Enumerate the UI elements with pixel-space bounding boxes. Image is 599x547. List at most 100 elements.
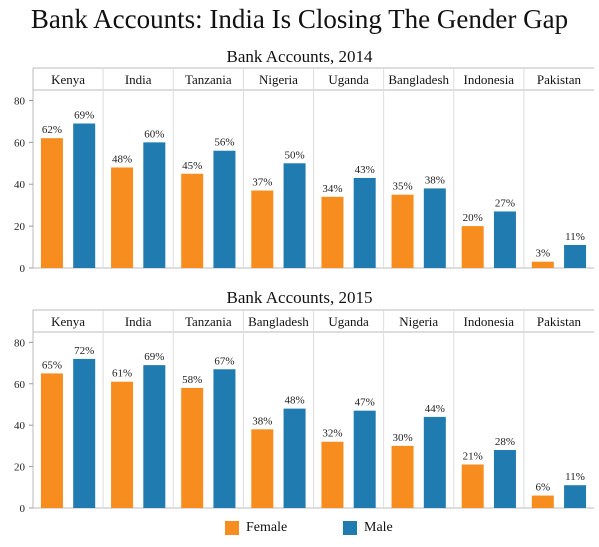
data-label: 27% — [495, 197, 515, 209]
bar-female — [321, 441, 344, 508]
data-label: 3% — [535, 248, 550, 260]
bar-female — [181, 387, 204, 508]
data-label: 43% — [355, 164, 375, 176]
category-label: Indonesia — [464, 314, 515, 329]
category-label: Bangladesh — [388, 72, 449, 87]
bar-male — [143, 365, 166, 508]
data-label: 34% — [322, 183, 342, 195]
legend-item-female: Female — [225, 520, 287, 536]
legend-label-female: Female — [246, 520, 288, 535]
bar-female — [461, 464, 484, 508]
category-label: Tanzania — [185, 72, 232, 87]
data-label: 47% — [355, 397, 375, 409]
data-label: 28% — [495, 436, 515, 448]
data-label: 32% — [322, 428, 342, 440]
data-label: 61% — [112, 368, 132, 380]
bar-male — [493, 450, 516, 508]
category-label: Kenya — [51, 314, 85, 329]
bar-female — [40, 373, 63, 508]
y-tick-label: 80 — [14, 95, 26, 107]
bar-male — [423, 188, 446, 268]
data-label: 38% — [425, 174, 445, 186]
category-label: Pakistan — [537, 72, 582, 87]
data-label: 65% — [42, 359, 62, 371]
data-label: 11% — [565, 471, 585, 483]
bar-female — [461, 226, 484, 268]
bar-female — [111, 167, 134, 268]
data-label: 50% — [284, 149, 304, 161]
category-label: Uganda — [328, 72, 369, 87]
bar-female — [531, 495, 554, 508]
data-label: 69% — [74, 110, 94, 122]
category-label: Uganda — [328, 314, 369, 329]
y-tick-label: 0 — [20, 503, 26, 515]
bar-female — [321, 196, 344, 268]
category-label: Indonesia — [464, 72, 515, 87]
category-label: Nigeria — [259, 72, 298, 87]
data-label: 69% — [144, 351, 164, 363]
y-tick-label: 40 — [14, 420, 26, 432]
legend: Female Male — [0, 520, 599, 542]
bar-male — [353, 410, 376, 508]
data-label: 20% — [463, 212, 483, 224]
y-tick-label: 60 — [14, 137, 26, 149]
y-tick-label: 20 — [14, 221, 26, 233]
bar-male — [213, 369, 236, 508]
chart-title: Bank Accounts, 2015 — [227, 288, 373, 307]
y-tick-label: 60 — [14, 379, 26, 391]
category-label: Bangladesh — [248, 314, 309, 329]
data-label: 44% — [425, 403, 445, 415]
bar-male — [213, 150, 236, 268]
data-label: 48% — [284, 395, 304, 407]
data-label: 67% — [214, 355, 234, 367]
bar-male — [423, 416, 446, 508]
data-label: 62% — [42, 124, 62, 136]
category-label: Tanzania — [185, 314, 232, 329]
bar-female — [181, 173, 204, 268]
category-label: India — [125, 314, 152, 329]
y-tick-label: 20 — [14, 462, 26, 474]
data-label: 72% — [74, 345, 94, 357]
category-label: India — [125, 72, 152, 87]
data-label: 35% — [392, 181, 412, 193]
chart-title: Bank Accounts, 2014 — [227, 47, 373, 66]
legend-label-male: Male — [364, 520, 393, 535]
y-tick-label: 80 — [14, 337, 26, 349]
legend-item-male: Male — [343, 520, 393, 536]
data-label: 37% — [252, 177, 272, 189]
data-label: 48% — [112, 153, 132, 165]
legend-swatch-female — [225, 521, 239, 535]
category-label: Pakistan — [537, 314, 582, 329]
y-tick-label: 40 — [14, 179, 26, 191]
y-tick-label: 0 — [20, 263, 26, 275]
data-label: 38% — [252, 415, 272, 427]
bar-female — [111, 381, 134, 508]
bar-male — [73, 123, 96, 268]
data-label: 58% — [182, 374, 202, 386]
bar-female — [391, 445, 414, 508]
category-label: Nigeria — [399, 314, 438, 329]
data-label: 30% — [392, 432, 412, 444]
bar-female — [251, 429, 274, 508]
bar-male — [73, 358, 96, 508]
bar-male — [353, 177, 376, 268]
data-label: 6% — [535, 482, 550, 494]
bar-female — [391, 194, 414, 268]
bar-female — [251, 190, 274, 268]
bar-male — [283, 163, 306, 268]
bar-male — [564, 244, 587, 268]
bar-male — [493, 211, 516, 268]
main-title: Bank Accounts: India Is Closing The Gend… — [30, 4, 569, 34]
data-label: 21% — [463, 451, 483, 463]
data-label: 56% — [214, 137, 234, 149]
data-label: 11% — [565, 231, 585, 243]
bar-male — [283, 408, 306, 508]
bar-female — [40, 138, 63, 268]
category-label: Kenya — [51, 72, 85, 87]
data-label: 60% — [144, 128, 164, 140]
bar-female — [531, 261, 554, 268]
bar-male — [564, 485, 587, 508]
legend-swatch-male — [343, 521, 357, 535]
bar-male — [143, 142, 166, 268]
